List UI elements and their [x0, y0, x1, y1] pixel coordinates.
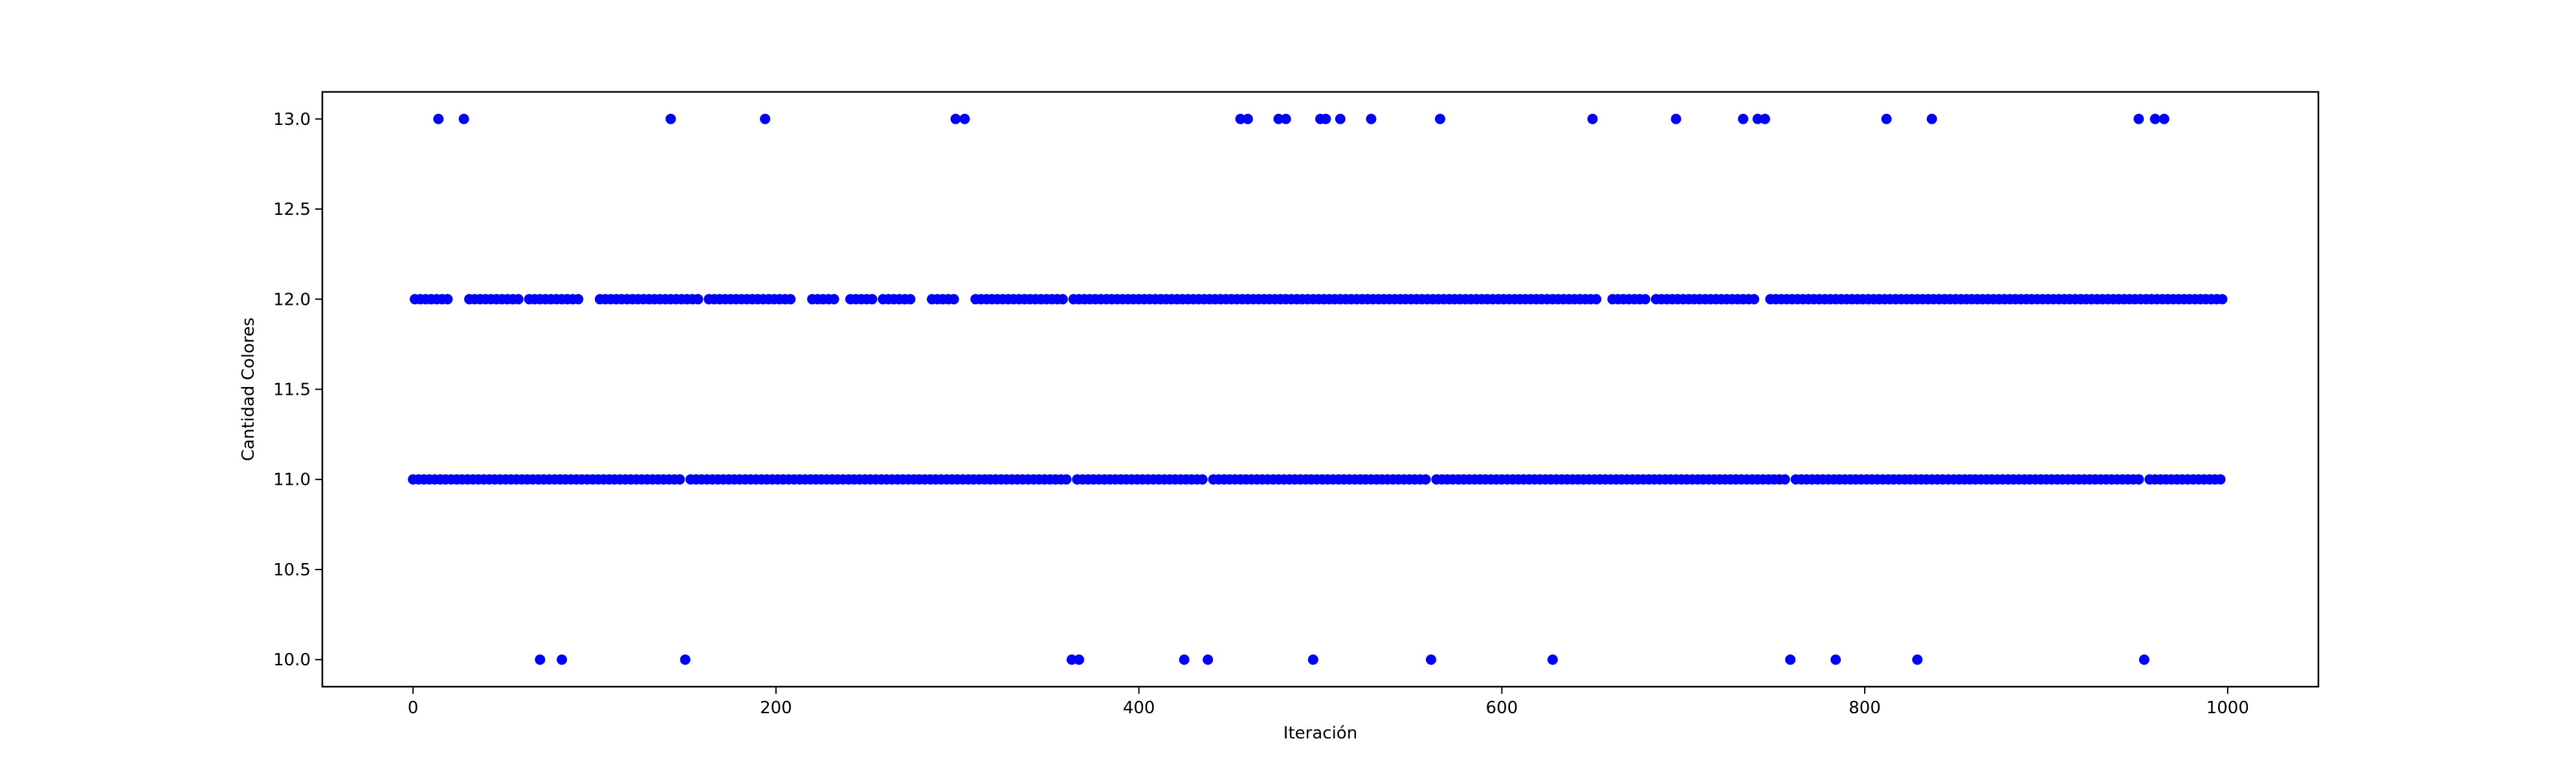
data-point [665, 113, 676, 124]
data-point [760, 113, 771, 124]
data-point [1587, 113, 1598, 124]
y-tick-label: 10.5 [273, 560, 311, 580]
data-point [433, 113, 444, 124]
x-tick-label: 0 [408, 698, 419, 718]
data-point [513, 294, 524, 305]
data-point [2215, 474, 2226, 485]
data-point [2133, 113, 2144, 124]
data-point [1738, 113, 1749, 124]
data-point [785, 294, 796, 305]
y-tick-label: 13.0 [273, 110, 311, 129]
data-point [1366, 113, 1377, 124]
data-point [950, 113, 961, 124]
data-point [1426, 654, 1436, 665]
data-point [693, 294, 704, 305]
data-point [1785, 654, 1796, 665]
data-points [408, 113, 2228, 665]
data-point [1547, 654, 1558, 665]
data-point [1307, 654, 1318, 665]
data-point [959, 113, 970, 124]
data-point [828, 294, 839, 305]
data-point [1752, 113, 1763, 124]
data-point [1235, 113, 1246, 124]
data-point [1197, 474, 1208, 485]
y-axis: 10.0 10.5 11.0 11.5 12.0 12.5 13.0 [273, 110, 322, 670]
data-point [1280, 113, 1291, 124]
data-point [1881, 113, 1892, 124]
data-point [948, 294, 959, 305]
x-tick-label: 400 [1123, 698, 1155, 718]
data-point [1061, 474, 1072, 485]
data-point [1435, 113, 1445, 124]
data-point [2138, 654, 2149, 665]
data-point [1749, 294, 1760, 305]
x-axis-label: Iteración [1283, 724, 1357, 743]
data-point [680, 654, 691, 665]
y-tick-label: 11.5 [273, 381, 311, 400]
y-tick-label: 10.0 [273, 650, 311, 670]
data-point [1671, 113, 1682, 124]
y-tick-label: 12.5 [273, 200, 311, 219]
data-point [2217, 294, 2228, 305]
data-point [458, 113, 469, 124]
data-point [557, 654, 568, 665]
data-point [2133, 474, 2144, 485]
data-point [1273, 113, 1284, 124]
data-point [1639, 294, 1650, 305]
data-point [2149, 113, 2160, 124]
data-point [2159, 113, 2170, 124]
x-tick-label: 200 [760, 698, 792, 718]
data-point [1926, 113, 1937, 124]
data-point [1420, 474, 1431, 485]
data-point [1203, 654, 1214, 665]
data-point [867, 294, 878, 305]
data-point [1074, 654, 1085, 665]
data-point [1759, 113, 1770, 124]
data-point [905, 294, 916, 305]
data-point [573, 294, 584, 305]
data-point [442, 294, 453, 305]
data-point [1057, 294, 1068, 305]
x-tick-label: 800 [1849, 698, 1881, 718]
data-point [1335, 113, 1346, 124]
data-point [1830, 654, 1841, 665]
y-axis-label: Cantidad Colores [239, 317, 258, 461]
data-point [1242, 113, 1253, 124]
data-point [1179, 654, 1190, 665]
data-point [1912, 654, 1923, 665]
data-point [535, 654, 546, 665]
x-tick-label: 600 [1486, 698, 1518, 718]
data-point [1779, 474, 1790, 485]
data-point [1320, 113, 1331, 124]
x-tick-label: 1000 [2206, 698, 2249, 718]
data-point [1591, 294, 1602, 305]
data-point [1066, 654, 1077, 665]
y-tick-label: 12.0 [273, 290, 311, 309]
plot-area-frame [321, 91, 2320, 688]
y-tick-label: 11.0 [273, 471, 311, 490]
x-axis: 0 200 400 600 800 1000 [408, 687, 2249, 718]
data-point [674, 474, 685, 485]
